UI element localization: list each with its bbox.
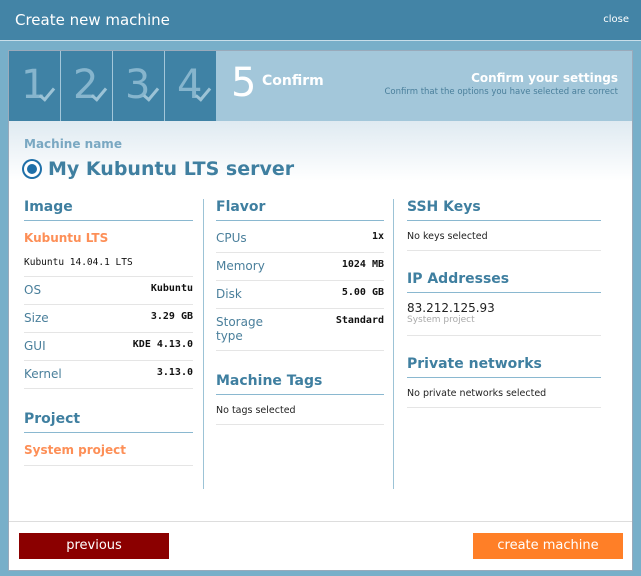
step-number: 3	[125, 62, 151, 108]
row-label: Size	[24, 311, 49, 325]
step-2[interactable]: 2	[61, 51, 113, 121]
networks-empty: No private networks selected	[407, 382, 601, 408]
row-value: KDE 4.13.0	[132, 339, 193, 350]
step-heading: Confirm your settings	[471, 71, 618, 85]
image-name: Kubuntu LTS	[24, 231, 109, 245]
machine-name: My Kubuntu LTS server	[48, 158, 295, 180]
wizard-steps: 1 2 3 4 5 Confirm Confirm your settings C…	[9, 51, 632, 121]
flavor-heading: Flavor	[216, 199, 384, 221]
row-value: 5.00 GB	[341, 287, 384, 298]
row-label: Memory	[216, 259, 265, 273]
row-value: 1024 MB	[341, 259, 384, 270]
ip-project: System project	[407, 315, 475, 325]
summary-content: Machine name My Kubuntu LTS server	[9, 121, 632, 197]
ssh-empty: No keys selected	[407, 225, 601, 251]
tags-empty: No tags selected	[216, 399, 384, 425]
divider	[393, 199, 394, 489]
ssh-heading: SSH Keys	[407, 199, 601, 221]
project-heading: Project	[24, 411, 193, 433]
create-machine-button[interactable]: create machine	[473, 533, 623, 559]
networks-heading: Private networks	[407, 356, 601, 378]
row-value: 3.29 GB	[150, 311, 193, 322]
current-step-label: Confirm	[262, 73, 324, 89]
row-value: Standard	[335, 315, 384, 326]
image-column: Image Kubuntu LTS Kubuntu 14.04.1 LTS OS…	[24, 199, 193, 466]
project-name: System project	[24, 437, 193, 466]
previous-button[interactable]: previous	[19, 533, 169, 559]
tags-heading: Machine Tags	[216, 373, 384, 395]
image-version: Kubuntu 14.04.1 LTS	[24, 251, 193, 277]
wizard-panel: 1 2 3 4 5 Confirm Confirm your settings C…	[8, 50, 633, 571]
divider	[203, 199, 204, 489]
step-number: 1	[21, 62, 47, 108]
row-label: Storage type	[216, 315, 263, 343]
step-subheading: Confirm that the options you have select…	[384, 87, 619, 97]
row-value: 1x	[371, 231, 384, 242]
step-number: 4	[177, 62, 203, 108]
window-title: Create new machine	[15, 11, 170, 29]
step-1[interactable]: 1	[9, 51, 61, 121]
network-column: SSH Keys No keys selected IP Addresses 8…	[407, 199, 601, 408]
ubuntu-logo-icon	[24, 161, 40, 177]
machine-name-label: Machine name	[24, 137, 122, 151]
current-step-number: 5	[231, 60, 257, 106]
window-header: Create new machine close	[0, 0, 641, 41]
step-3[interactable]: 3	[113, 51, 165, 121]
footer: previous create machine	[9, 521, 632, 571]
row-label: Disk	[216, 287, 242, 301]
close-button[interactable]: close	[603, 14, 629, 25]
image-heading: Image	[24, 199, 193, 221]
ip-heading: IP Addresses	[407, 271, 601, 293]
step-4[interactable]: 4	[165, 51, 217, 121]
row-label: Kernel	[24, 367, 62, 381]
row-label: OS	[24, 283, 42, 297]
row-label: GUI	[24, 339, 46, 353]
step-number: 2	[73, 62, 99, 108]
row-value: Kubuntu	[150, 283, 193, 294]
row-value: 3.13.0	[156, 367, 193, 378]
ip-address: 83.212.125.93	[407, 301, 495, 315]
row-label: CPUs	[216, 231, 247, 245]
flavor-column: Flavor CPUs 1x Memory 1024 MB Disk 5.00 GB …	[216, 199, 384, 425]
